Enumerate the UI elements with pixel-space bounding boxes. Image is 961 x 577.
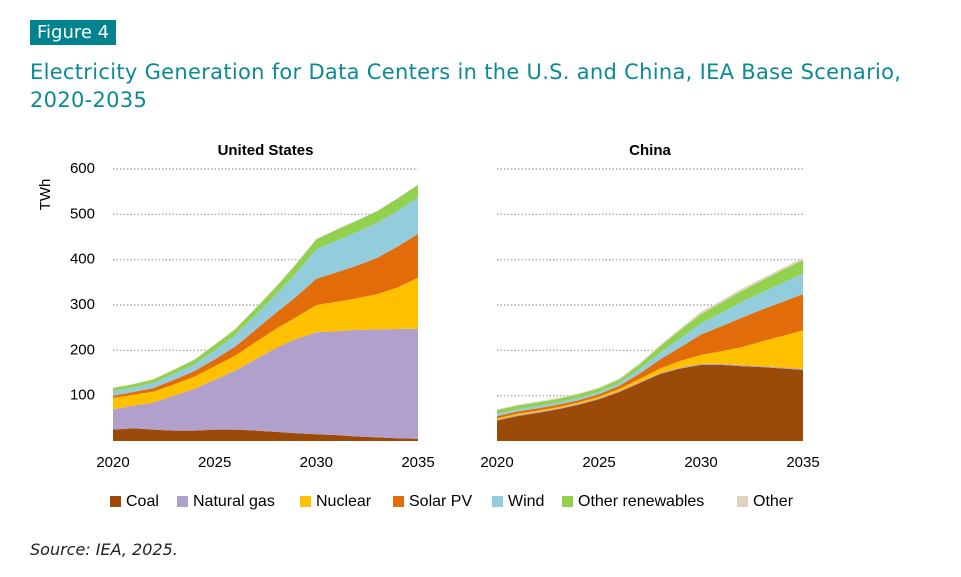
legend-swatch: [110, 496, 121, 507]
y-tick-label: 200: [70, 341, 95, 358]
legend-label: Other renewables: [578, 493, 704, 510]
y-tick-label: 300: [70, 296, 95, 313]
area-series: [113, 428, 418, 441]
x-tick-label: 2020: [480, 454, 513, 471]
legend-swatch: [562, 496, 573, 507]
figure-title: Electricity Generation for Data Centers …: [30, 60, 902, 112]
legend-label: Natural gas: [193, 493, 275, 510]
area-series: [497, 364, 803, 441]
y-tick-label: 600: [70, 160, 95, 177]
legend-label: Wind: [508, 493, 544, 510]
y-tick-label: 500: [70, 205, 95, 222]
area-series: [497, 330, 803, 420]
legend-swatch: [300, 496, 311, 507]
area-series: [497, 294, 803, 419]
x-tick-label: 2025: [582, 454, 615, 471]
panel-title: China: [629, 142, 671, 159]
area-series: [113, 184, 418, 388]
x-tick-label: 2030: [684, 454, 717, 471]
y-tick-label: 100: [70, 387, 95, 404]
legend-label: Coal: [126, 493, 159, 510]
y-axis-label: TWh: [37, 179, 54, 211]
y-tick-label: 400: [70, 251, 95, 268]
x-tick-label: 2035: [401, 454, 434, 471]
x-tick-label: 2020: [96, 454, 129, 471]
area-series: [113, 277, 418, 410]
area-series: [113, 328, 418, 439]
legend-swatch: [177, 496, 188, 507]
legend-label: Other: [753, 493, 794, 510]
source-note: Source: IEA, 2025.: [30, 540, 178, 559]
area-series: [113, 197, 418, 396]
area-series: [113, 233, 418, 398]
panel-title: United States: [218, 142, 314, 159]
legend-swatch: [492, 496, 503, 507]
x-tick-label: 2030: [300, 454, 333, 471]
area-series: [497, 260, 803, 414]
legend-swatch: [393, 496, 404, 507]
area-series: [497, 257, 803, 411]
legend-label: Solar PV: [409, 493, 472, 510]
area-series: [113, 184, 418, 392]
figure-label: Figure 4: [30, 20, 117, 45]
legend-swatch: [737, 496, 748, 507]
legend-label: Nuclear: [316, 493, 372, 510]
x-tick-label: 2025: [198, 454, 231, 471]
x-tick-label: 2035: [786, 454, 819, 471]
area-series: [497, 273, 803, 417]
